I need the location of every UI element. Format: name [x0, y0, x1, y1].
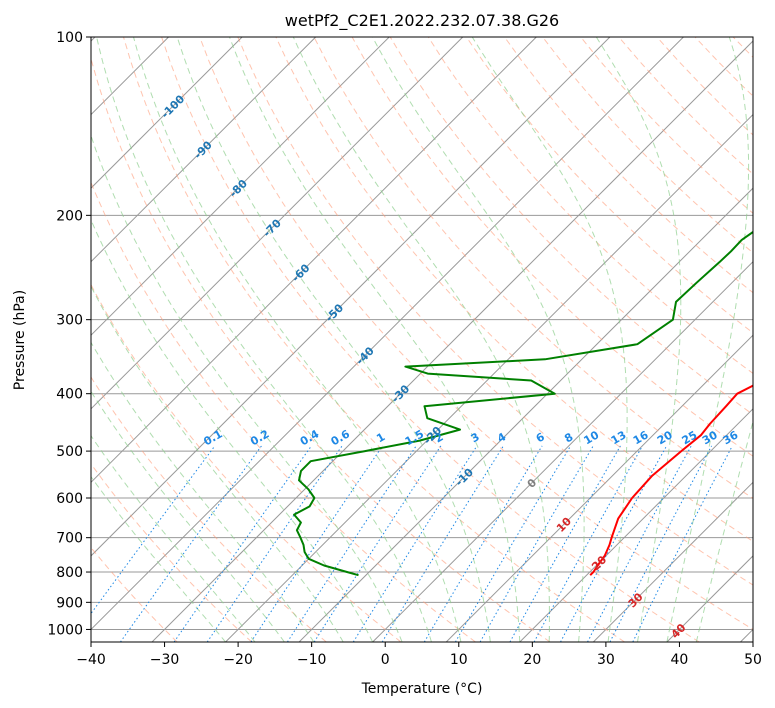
isotherm-line	[91, 37, 464, 410]
x-tick-label: −30	[150, 652, 180, 668]
moist-adiabat	[91, 218, 374, 642]
plot-frame	[90, 36, 754, 643]
y-axis-title: Pressure (hPa)	[12, 290, 28, 390]
dewpoint-profile-line	[293, 230, 753, 577]
moist-adiabat	[372, 37, 585, 642]
mixing-ratio-line	[454, 445, 572, 642]
moist-adiabat	[176, 37, 491, 642]
background-lines	[91, 37, 753, 642]
isotherm-line	[91, 37, 243, 189]
y-tick-label: 900	[56, 595, 83, 611]
mixing-ratio-line	[381, 445, 504, 642]
chart-title: wetPf2_C2E1.2022.232.07.38.G26	[285, 11, 559, 31]
dry-adiabat	[237, 37, 753, 586]
y-tick-label: 1000	[47, 622, 83, 638]
x-tick-label: 30	[597, 652, 615, 668]
x-tick-label: 40	[671, 652, 689, 668]
mixing-ratio-line	[609, 445, 713, 642]
moist-adiabat	[91, 434, 256, 642]
y-tick-label: 400	[56, 387, 83, 403]
dry-adiabat	[161, 37, 700, 642]
mixing-ratio-line	[423, 445, 543, 642]
moist-adiabat	[229, 37, 521, 642]
y-tick-label: 200	[56, 208, 83, 224]
mixing-ratio-line	[352, 445, 478, 642]
dry-adiabat	[123, 37, 625, 642]
isotherm-line	[91, 37, 611, 557]
x-tick-label: −20	[223, 652, 253, 668]
isotherm-line	[91, 37, 684, 631]
y-tick-label: 100	[56, 30, 83, 46]
moist-adiabat	[292, 37, 550, 642]
dry-adiabat	[275, 37, 753, 542]
moist-adiabat	[96, 37, 432, 642]
isotherm-line	[372, 260, 753, 642]
y-tick-label: 500	[56, 444, 83, 460]
x-tick-label: −40	[76, 652, 106, 668]
mixing-ratio-line	[250, 445, 383, 642]
moist-adiabat	[695, 419, 753, 642]
isotherm-line	[519, 408, 753, 642]
mixing-ratio-line	[313, 445, 442, 642]
dry-adiabat	[91, 376, 327, 642]
x-tick-label: 0	[381, 652, 390, 668]
y-tick-label: 600	[56, 491, 83, 507]
mixing-ratio-line	[632, 445, 733, 642]
dry-adiabat	[199, 37, 753, 630]
moist-adiabat	[666, 37, 750, 642]
y-tick-label: 300	[56, 313, 83, 329]
mixing-ratio-line	[119, 445, 262, 642]
mixing-ratio-line	[206, 445, 343, 642]
moist-adiabat	[91, 285, 344, 642]
isotherm-line	[151, 40, 753, 642]
x-axis-title: Temperature (°C)	[361, 681, 483, 697]
moist-adiabat	[91, 475, 226, 642]
moist-adiabat	[133, 37, 462, 642]
moist-adiabat	[595, 37, 682, 642]
mixing-ratio-line	[509, 445, 621, 642]
mixing-ratio-line	[173, 445, 312, 642]
moist-adiabat	[471, 37, 628, 642]
isotherm-line	[91, 37, 390, 336]
axes: −40 −30 −20 −10 0 10 20 30 40 50 100 200 300 400 500 60…	[47, 30, 762, 668]
mixing-ratio-line	[286, 445, 417, 642]
isotherm-line	[91, 37, 317, 263]
moist-adiabat	[91, 341, 315, 642]
temperature-profile-line	[589, 384, 753, 576]
y-tick-label: 700	[56, 531, 83, 547]
profile-lines	[293, 230, 753, 577]
moist-adiabat	[91, 390, 285, 642]
dry-adiabat	[91, 56, 551, 642]
isotherm-line	[592, 481, 753, 642]
y-tick-label: 800	[56, 565, 83, 581]
mixing-ratio-line	[533, 445, 643, 642]
x-tick-label: −10	[297, 652, 327, 668]
dry-adiabat	[91, 463, 253, 642]
x-tick-label: 50	[744, 652, 762, 668]
isotherm-line	[225, 113, 753, 642]
x-tick-label: 20	[523, 652, 541, 668]
isotherm-line	[91, 37, 537, 484]
x-tick-label: 10	[450, 652, 468, 668]
